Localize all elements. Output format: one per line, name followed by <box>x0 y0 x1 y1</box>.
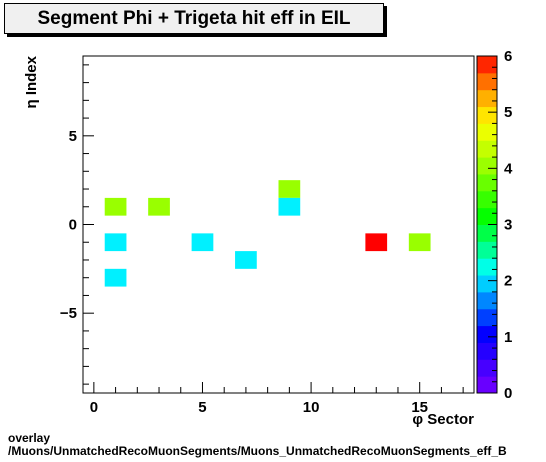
y-tick-label: 0 <box>69 217 77 234</box>
plot-frame <box>82 55 475 394</box>
palette-band <box>477 325 497 343</box>
y-tick-label: 5 <box>69 128 77 145</box>
palette-tick-label: 0 <box>504 385 512 402</box>
heatmap-cell <box>148 197 170 216</box>
heatmap-cell <box>365 233 388 252</box>
y-axis-label: η Index <box>23 55 40 108</box>
palette-band <box>477 291 497 310</box>
footer: overlay /Muons/UnmatchedRecoMuonSegments… <box>8 432 507 458</box>
palette-band <box>477 140 497 158</box>
palette-band <box>477 241 497 259</box>
footer-line-1: overlay <box>8 431 51 445</box>
palette-band <box>477 123 497 141</box>
palette-band <box>477 190 497 209</box>
palette-band <box>477 89 497 108</box>
color-palette: 0 1 2 3 4 5 6 <box>476 48 513 402</box>
x-tick-label: 10 <box>303 399 320 416</box>
palette-tick-label: 1 <box>504 329 512 346</box>
palette-band <box>477 72 497 91</box>
heatmap-cell <box>104 233 127 252</box>
x-axis-label: φ Sector <box>412 411 474 428</box>
palette-band <box>477 224 497 242</box>
x-tick-label: 15 <box>411 399 428 416</box>
heatmap-cell <box>235 251 257 269</box>
heatmap-cell <box>104 268 127 287</box>
palette-band <box>477 207 497 225</box>
x-tick-label: 0 <box>90 399 98 416</box>
palette-band <box>477 376 497 394</box>
heatmap-cell <box>278 197 301 216</box>
palette-band <box>477 275 497 293</box>
palette-band <box>477 56 497 74</box>
axes: 0 5 10 15 −5 0 5 <box>60 64 464 416</box>
heatmap-cell <box>104 197 127 216</box>
heatmap-cells <box>104 180 431 287</box>
palette-tick-label: 2 <box>504 273 512 290</box>
chart-title-box: Segment Phi + Trigeta hit eff in EIL <box>4 3 384 34</box>
chart-title: Segment Phi + Trigeta hit eff in EIL <box>37 8 351 29</box>
x-tick-label: 5 <box>198 399 206 416</box>
palette-tick-label: 3 <box>504 217 512 234</box>
palette-band <box>477 157 497 175</box>
palette-tick-label: 4 <box>504 160 513 177</box>
heatmap-cell <box>278 180 301 198</box>
heatmap-chart: 0 5 10 15 −5 0 5 0 1 2 3 4 5 6 φ Sector η Index <box>23 48 513 428</box>
palette-band <box>477 308 497 327</box>
heatmap-cell <box>408 233 431 252</box>
palette-band <box>477 359 497 377</box>
palette-band <box>477 342 497 360</box>
palette-tick-label: 6 <box>504 48 512 65</box>
heatmap-cell <box>191 233 214 252</box>
palette-band <box>477 258 497 276</box>
footer-line-2: /Muons/UnmatchedRecoMuonSegments/Muons_U… <box>8 444 507 458</box>
palette-tick-label: 5 <box>504 104 512 121</box>
palette-band <box>477 173 497 192</box>
palette-band <box>477 106 497 124</box>
y-tick-label: −5 <box>60 305 77 322</box>
